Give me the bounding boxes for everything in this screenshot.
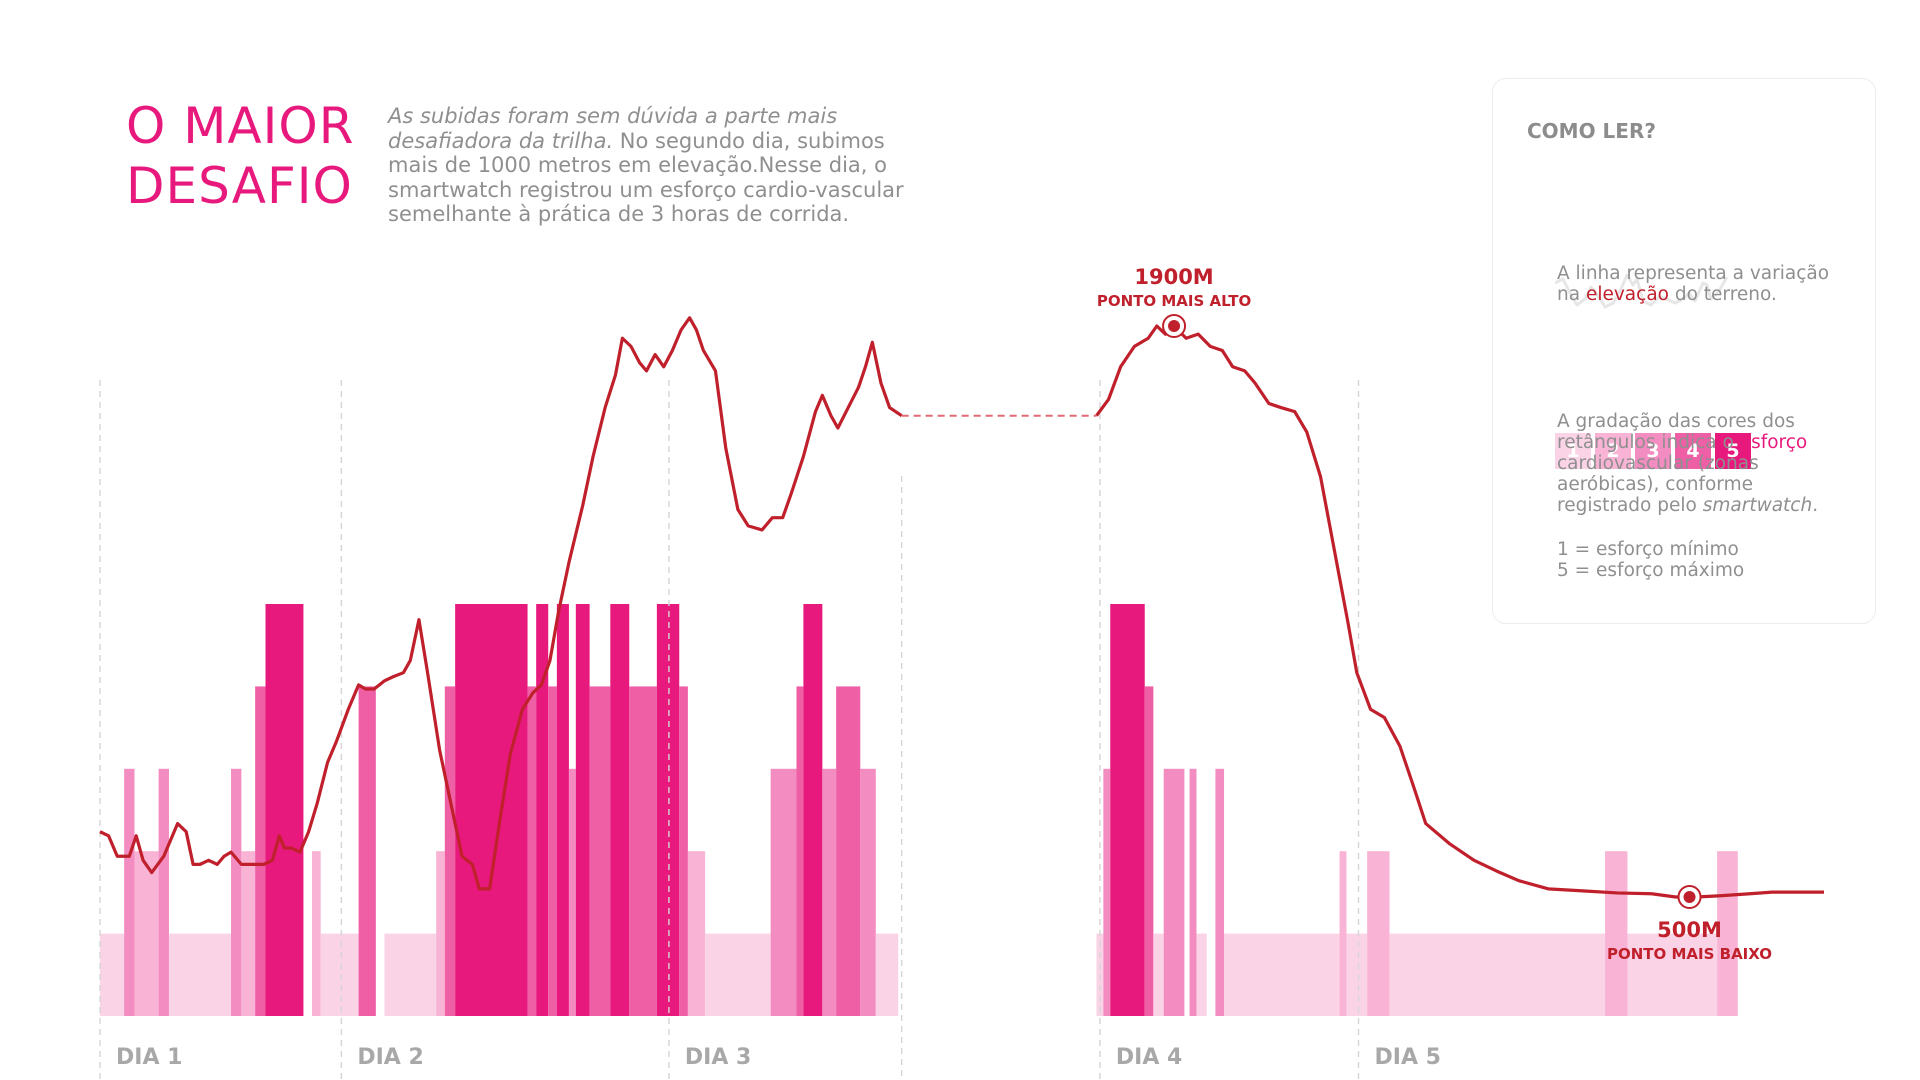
zone-bar-5 xyxy=(231,768,242,1016)
zone-bar-16 xyxy=(527,686,537,1016)
zone-bar-34 xyxy=(860,768,876,1016)
zone-bar-29 xyxy=(770,768,797,1016)
zone-bar-27 xyxy=(687,851,706,1016)
zone-bar-20 xyxy=(568,768,576,1016)
annotation-marker-2 xyxy=(1683,891,1696,903)
zone-bar-38 xyxy=(1110,604,1145,1016)
intro-rest: No segundo dia, subimos mais de 1000 met… xyxy=(388,128,904,227)
zone-layer xyxy=(100,604,1738,1016)
zone-bar-30 xyxy=(796,686,804,1016)
zone-bar-45 xyxy=(1224,933,1244,1016)
zone-bar-51 xyxy=(1605,851,1628,1016)
zone-bar-1 xyxy=(124,768,135,1016)
annotation-layer: 1900M PONTO MAIS ALTO 500M PONTO MAIS BAIXO xyxy=(1097,265,1772,963)
zone-box-3: 3 xyxy=(1635,433,1671,469)
zone-bar-7 xyxy=(255,686,266,1016)
zone-bar-53 xyxy=(1717,851,1738,1016)
zone-bar-41 xyxy=(1163,768,1185,1016)
effort-keyword: esforço xyxy=(1739,432,1808,453)
zone-bar-11 xyxy=(358,686,376,1016)
page-title: O MAIOR DESAFIO xyxy=(126,96,366,216)
zone-bar-4 xyxy=(168,933,232,1016)
legend-gradation-text: A gradação das cores dos retângulos indi… xyxy=(1557,411,1819,516)
scale-max-text: 5 = esforço máximo xyxy=(1557,560,1745,581)
zone-bar-47 xyxy=(1339,851,1347,1016)
title-line-2: DESAFIO xyxy=(126,157,353,215)
zone-bar-17 xyxy=(536,604,549,1016)
zone-bar-40 xyxy=(1153,933,1164,1016)
legend-scale-text: 1 = esforço mínimo 5 = esforço máximo xyxy=(1557,539,1857,581)
zone-bar-43 xyxy=(1196,933,1207,1016)
zone-bar-12 xyxy=(384,933,437,1016)
annotation-value-2: 500M xyxy=(1657,918,1722,942)
zone-bar-3 xyxy=(158,768,169,1016)
intro-italic: As subidas foram sem dúvida a parte mais… xyxy=(388,104,838,153)
zone-bar-8 xyxy=(265,604,304,1016)
zone-bar-33 xyxy=(836,686,861,1016)
zone-box-2: 2 xyxy=(1595,433,1631,469)
zone-bar-9 xyxy=(312,851,321,1016)
zone-bar-52 xyxy=(1627,933,1718,1016)
zone-bar-26 xyxy=(679,686,688,1016)
zone-bar-13 xyxy=(436,851,445,1016)
zone-bar-48 xyxy=(1346,933,1368,1016)
zone-bar-39 xyxy=(1144,686,1154,1016)
scale-min-text: 1 = esforço mínimo xyxy=(1557,539,1739,560)
zone-bar-10 xyxy=(320,933,359,1016)
zone-bar-14 xyxy=(444,686,456,1016)
zone-bar-46 xyxy=(1243,933,1340,1016)
zone-bar-19 xyxy=(556,604,569,1016)
zone-bar-50 xyxy=(1389,933,1606,1016)
annotation-label-2: PONTO MAIS BAIXO xyxy=(1607,945,1772,963)
day-label-4: DIA 4 xyxy=(1116,1045,1182,1070)
annotation-marker-1 xyxy=(1168,320,1181,332)
zone-bar-21 xyxy=(575,604,590,1016)
zone-bar-37 xyxy=(1103,768,1111,1016)
legend-sparkline-icon xyxy=(1555,273,1729,309)
zone-bar-23 xyxy=(610,604,630,1016)
zone-bar-2 xyxy=(134,851,159,1016)
zone-box-4: 4 xyxy=(1675,433,1711,469)
zone-bar-0 xyxy=(100,933,125,1016)
day-label-5: DIA 5 xyxy=(1375,1045,1441,1070)
zone-bar-6 xyxy=(241,851,256,1016)
zone-box-1: 1 xyxy=(1555,433,1591,469)
annotation-value-1: 1900M xyxy=(1134,265,1213,289)
legend-panel: COMO LER? A linha representa a variação … xyxy=(1492,78,1876,624)
zone-bar-44 xyxy=(1215,768,1225,1016)
zone-bar-42 xyxy=(1189,768,1197,1016)
intro-text: As subidas foram sem dúvida a parte mais… xyxy=(388,104,918,227)
day-label-2: DIA 2 xyxy=(357,1045,423,1070)
zone-bar-18 xyxy=(548,686,557,1016)
title-line-1: O MAIOR xyxy=(126,97,355,155)
legend-title: COMO LER? xyxy=(1527,119,1656,143)
zone-bar-22 xyxy=(589,686,611,1016)
zone-bar-25 xyxy=(656,604,680,1016)
day-label-1: DIA 1 xyxy=(116,1045,182,1070)
zone-bar-32 xyxy=(822,768,837,1016)
legend-line-text: A linha representa a variação na elevaçã… xyxy=(1557,263,1830,305)
zone-bar-35 xyxy=(875,933,899,1016)
zone-bar-24 xyxy=(629,686,657,1016)
elevation-keyword: elevação xyxy=(1585,284,1669,305)
zone-scale: 1 2 3 4 5 xyxy=(1555,433,1755,469)
annotation-label-1: PONTO MAIS ALTO xyxy=(1097,292,1251,310)
day-dividers xyxy=(99,380,1360,1080)
zone-bar-49 xyxy=(1367,851,1390,1016)
zone-box-5: 5 xyxy=(1715,433,1751,469)
day-label-3: DIA 3 xyxy=(685,1045,751,1070)
zone-bar-15 xyxy=(455,604,528,1016)
elevation-line-1 xyxy=(99,316,903,891)
day-label-layer: DIA 1 DIA 2 DIA 3 DIA 4 DIA 5 xyxy=(116,1045,1441,1070)
zone-bar-28 xyxy=(705,933,771,1016)
zone-bar-31 xyxy=(803,604,823,1016)
